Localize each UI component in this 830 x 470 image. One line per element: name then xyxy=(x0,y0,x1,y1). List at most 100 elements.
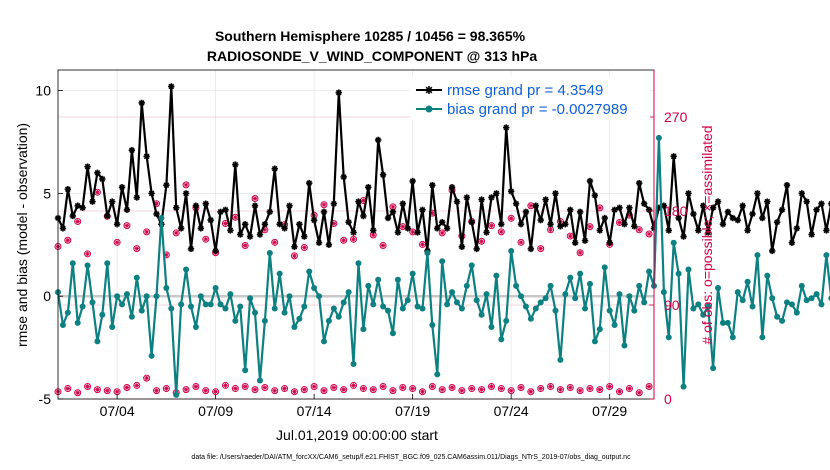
rmse-point xyxy=(581,237,589,244)
rmse-point xyxy=(586,177,594,185)
bias-point xyxy=(665,334,672,341)
obs-assimilated-point xyxy=(351,237,356,242)
bias-point xyxy=(695,301,702,308)
bias-point xyxy=(325,317,332,324)
bias-point xyxy=(803,297,810,304)
rmse-point-stroke xyxy=(291,243,298,250)
x-tick-label: 07/19 xyxy=(395,403,430,419)
obs-possible-cross-stroke xyxy=(85,384,90,389)
obs-possible-cross-stroke xyxy=(371,387,376,392)
bias-point xyxy=(552,307,559,314)
rmse-point-stroke xyxy=(153,211,160,217)
rmse-point-stroke xyxy=(276,221,283,228)
obs-possible-cross-stroke xyxy=(134,383,139,388)
obs-assimilated-circle xyxy=(635,226,643,234)
obs-assimilated-circle xyxy=(143,228,151,236)
obs-possible-point xyxy=(409,385,417,393)
rmse-point xyxy=(438,218,446,226)
obs-assimilated-point xyxy=(577,250,583,255)
bias-point xyxy=(187,303,194,310)
obs-assimilated-point-stroke xyxy=(203,237,208,242)
rmse-point xyxy=(123,206,131,214)
rmse-point-stroke xyxy=(631,223,638,230)
rmse-point-stroke xyxy=(74,202,81,209)
rmse-point xyxy=(261,221,269,228)
obs-possible-point xyxy=(606,382,614,390)
rmse-point-stroke xyxy=(345,219,352,226)
obs-assimilated-point xyxy=(124,223,130,228)
obs-possible-cross xyxy=(321,388,327,393)
bias-point xyxy=(389,330,396,337)
obs-possible-cross xyxy=(380,384,386,389)
rmse-point xyxy=(128,146,136,154)
rmse-point xyxy=(266,208,274,216)
bias-point xyxy=(577,270,584,277)
obs-possible-cross xyxy=(203,388,208,393)
rmse-point xyxy=(187,245,195,253)
bias-point xyxy=(655,134,662,141)
rmse-point-stroke xyxy=(784,182,790,188)
bias-point xyxy=(316,293,323,300)
rmse-point-stroke xyxy=(685,190,692,197)
obs-possible-cross-stroke xyxy=(519,385,523,390)
rmse-point xyxy=(256,231,264,238)
obs-possible-cross-stroke xyxy=(95,387,100,392)
obs-possible-cross xyxy=(568,385,573,390)
obs-assimilated-point xyxy=(479,239,484,244)
rmse-point-stroke xyxy=(488,194,495,201)
obs-assimilated-point xyxy=(223,221,228,226)
rmse-point-stroke xyxy=(316,239,322,246)
obs-assimilated-point-stroke xyxy=(647,232,651,236)
rmse-line xyxy=(57,85,830,252)
rmse-point-stroke xyxy=(779,206,785,213)
obs-possible-point xyxy=(556,386,564,394)
y-right-tick-label: 180 xyxy=(664,203,688,219)
rmse-point-stroke xyxy=(212,248,219,254)
bias-point xyxy=(641,299,648,306)
bias-point xyxy=(670,239,677,246)
y-left-tick-label: 5 xyxy=(43,185,51,201)
rmse-point-stroke xyxy=(715,198,721,205)
obs-possible-cross-stroke xyxy=(460,388,464,393)
obs-possible-point xyxy=(497,385,505,393)
obs-assimilated-point-stroke xyxy=(391,204,395,209)
bias-point xyxy=(399,305,406,312)
obs-assimilated-point xyxy=(292,253,297,259)
obs-assimilated-circle xyxy=(74,217,82,225)
rmse-point-stroke xyxy=(720,221,726,228)
rmse-point-stroke xyxy=(459,243,465,250)
rmse-point xyxy=(355,198,362,205)
bias-point xyxy=(680,383,687,390)
bias-point xyxy=(306,268,313,275)
bias-point xyxy=(503,317,510,324)
bias-point xyxy=(99,311,106,318)
rmse-point xyxy=(113,221,121,228)
x-tick-label: 07/04 xyxy=(100,403,135,419)
rmse-point-stroke xyxy=(202,200,209,207)
rmse-point-stroke xyxy=(675,215,682,221)
rmse-point xyxy=(719,221,727,228)
obs-possible-point xyxy=(517,384,525,392)
obs-assimilated-circle xyxy=(172,229,180,237)
rmse-point xyxy=(79,204,86,211)
bias-point xyxy=(128,313,135,320)
obs-possible-cross-stroke xyxy=(489,384,494,389)
bias-point xyxy=(715,284,722,291)
bias-point xyxy=(621,342,628,349)
rmse-point-stroke xyxy=(542,196,549,203)
rmse-point xyxy=(700,202,707,209)
bias-point xyxy=(788,301,795,308)
rmse-point xyxy=(547,221,554,228)
bias-point xyxy=(611,321,618,328)
y-left-tick-label: 10 xyxy=(35,83,51,99)
rmse-point-stroke xyxy=(528,246,534,252)
bias-point xyxy=(148,352,155,359)
bias-point xyxy=(754,252,761,259)
obs-possible-cross xyxy=(154,388,159,393)
rmse-point-stroke xyxy=(124,206,130,213)
obs-possible-point xyxy=(389,387,397,395)
bias-point xyxy=(685,266,692,273)
obs-possible-point xyxy=(290,388,298,396)
legend: rmse grand pr = 4.3549 bias grand pr = -… xyxy=(410,76,650,120)
